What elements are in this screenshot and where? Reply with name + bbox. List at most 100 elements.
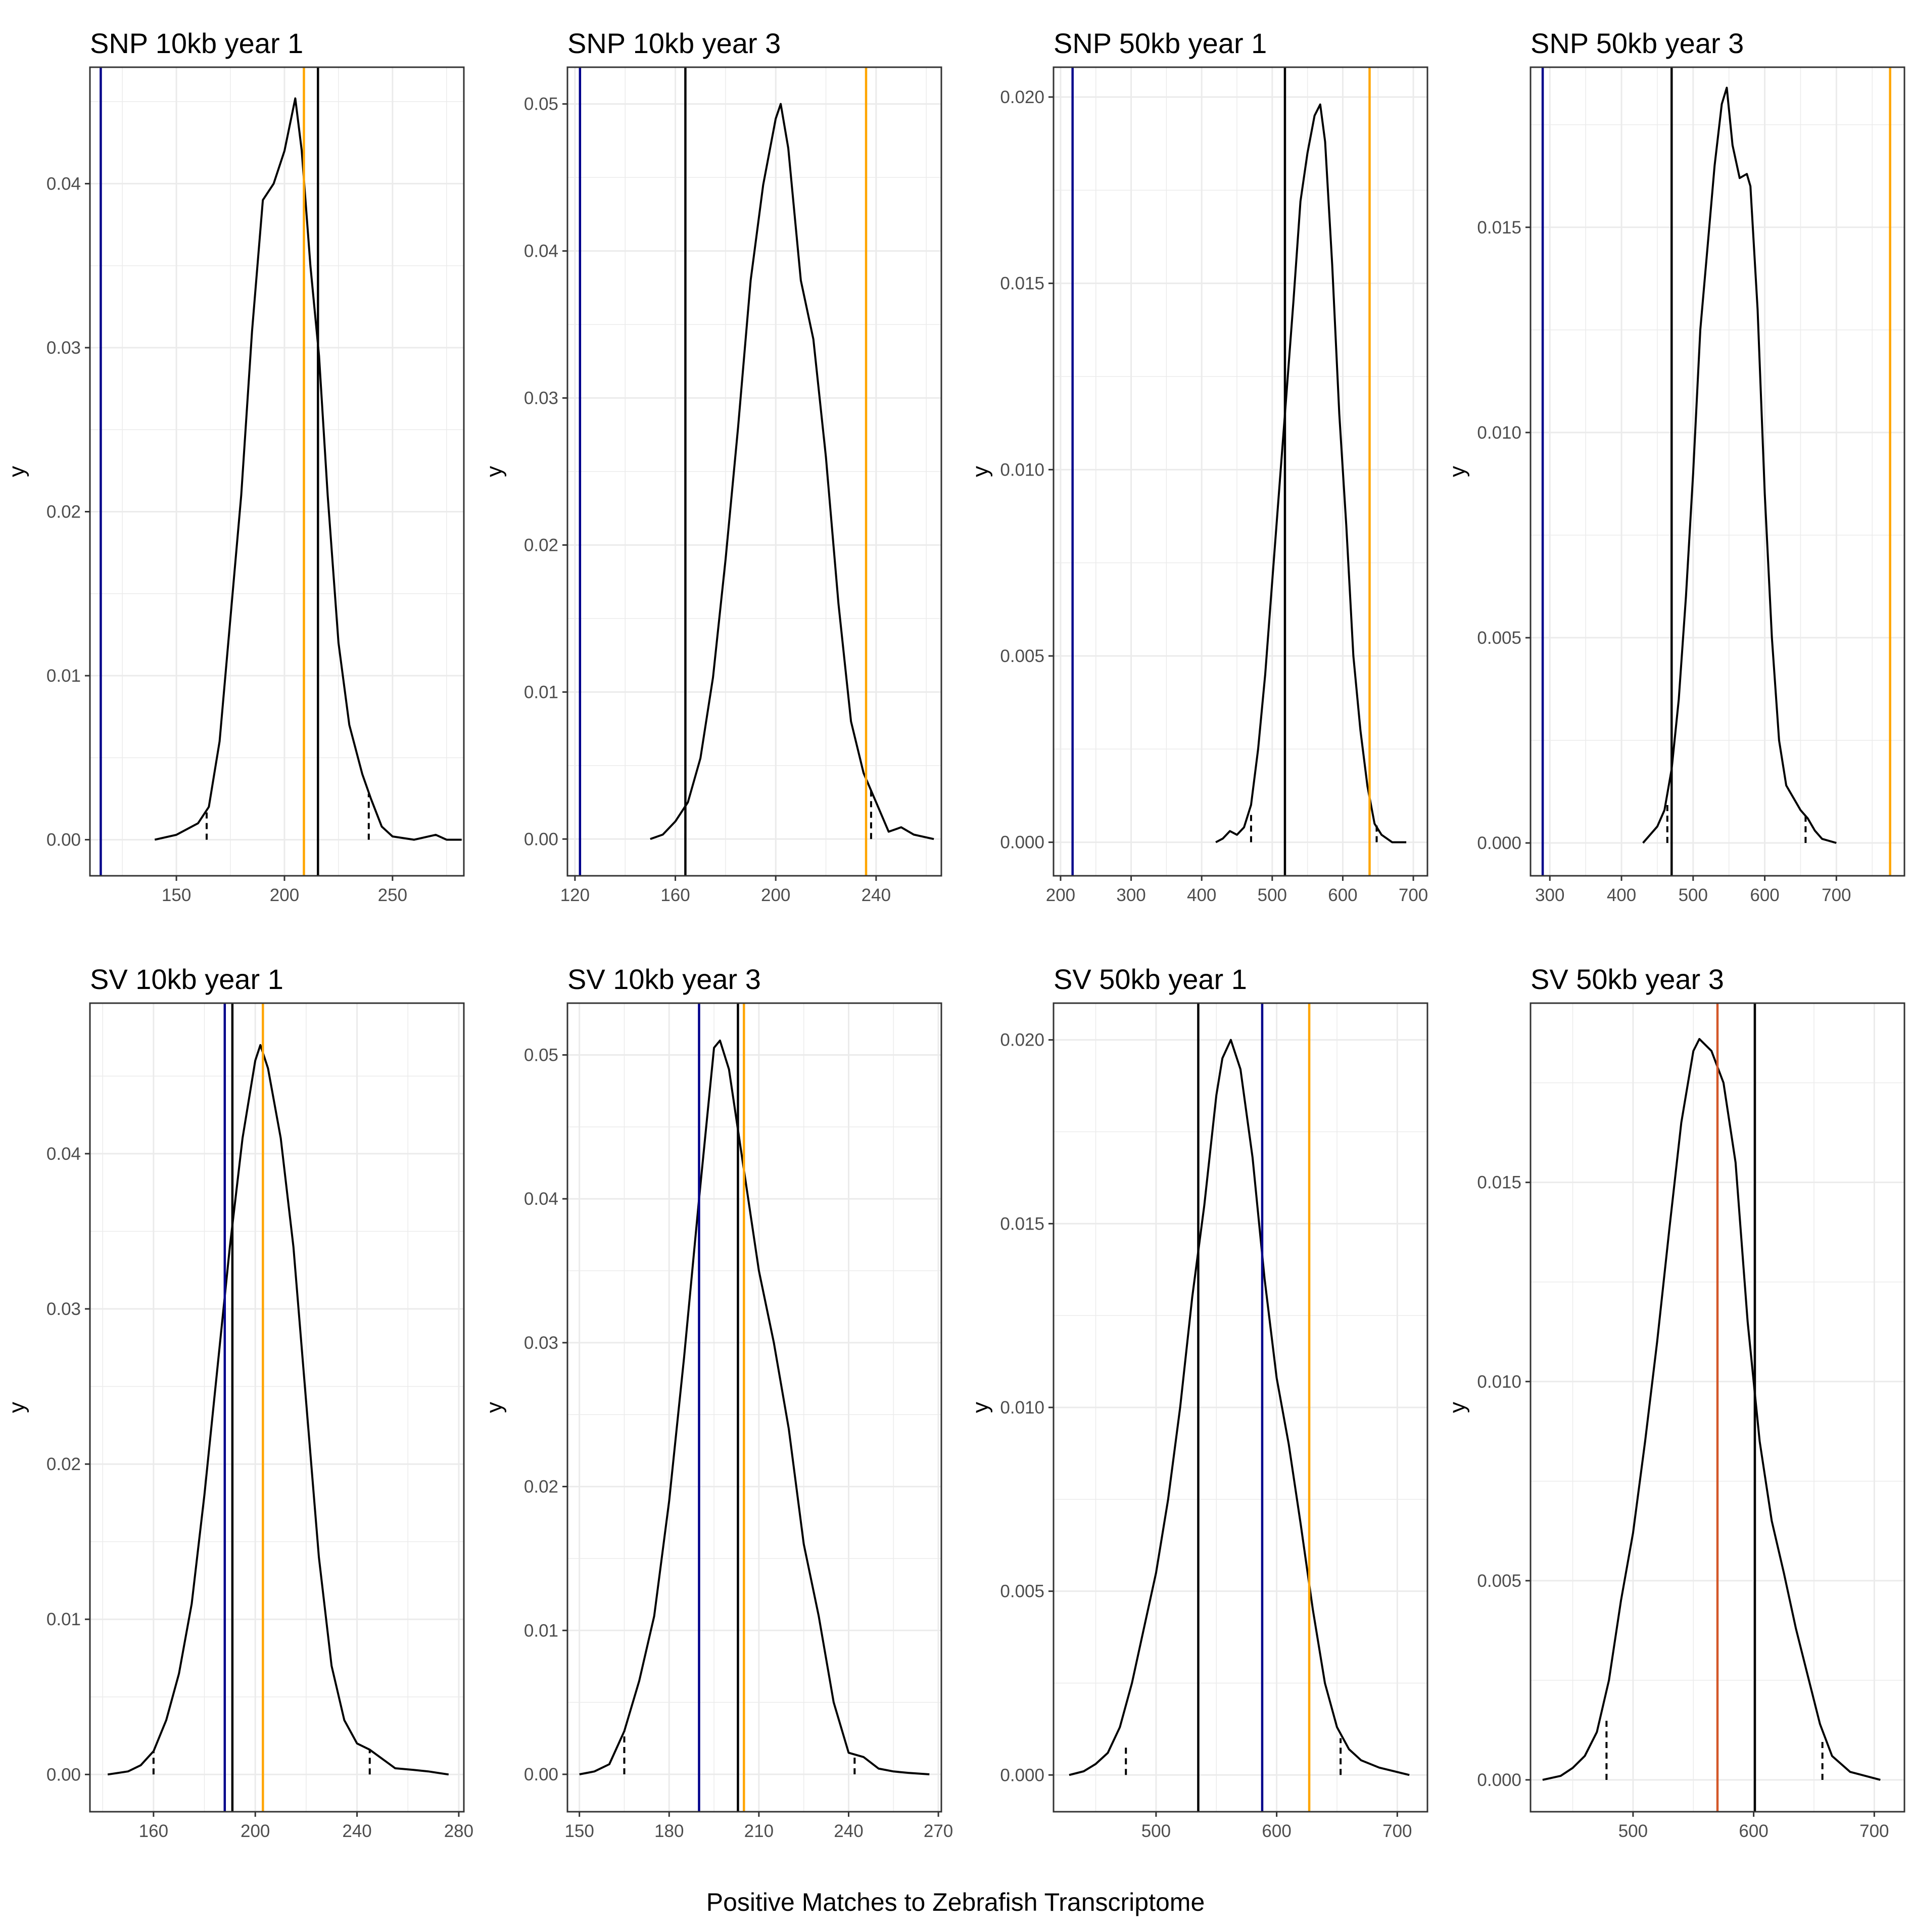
x-tick-label: 700: [1399, 885, 1428, 905]
x-tick-label: 160: [139, 1821, 168, 1841]
panel-title: SV 10kb year 1: [90, 963, 283, 995]
x-tick-label: 500: [1618, 1821, 1648, 1841]
panel-border: [566, 1002, 942, 1813]
y-tick-label: 0.000: [1477, 1770, 1521, 1790]
x-tick-label: 300: [1116, 885, 1145, 905]
panel-title: SV 50kb year 1: [1054, 963, 1247, 995]
plot-area: [1542, 1003, 1881, 1812]
y-tick-label: 0.005: [1000, 1582, 1044, 1601]
panel-title: SV 10kb year 3: [567, 963, 761, 995]
y-tick-label: 0.02: [46, 502, 81, 522]
y-tick-label: 0.00: [46, 830, 81, 850]
y-tick-label: 0.01: [46, 666, 81, 686]
y-tick-label: 0.020: [1000, 87, 1044, 107]
y-tick-label: 0.00: [524, 1765, 558, 1784]
y-tick-label: 0.015: [1477, 1173, 1521, 1193]
y-axis-title: y: [482, 466, 507, 477]
y-tick-label: 0.000: [1477, 833, 1521, 853]
y-tick-label: 0.005: [1477, 1571, 1521, 1591]
x-tick-label: 300: [1535, 885, 1564, 905]
y-tick-label: 0.05: [524, 95, 558, 114]
x-tick-label: 400: [1607, 885, 1636, 905]
y-axis-title: y: [5, 466, 29, 477]
y-axis-title: y: [1445, 466, 1470, 477]
x-tick-label: 150: [162, 885, 191, 905]
y-tick-label: 0.005: [1000, 646, 1044, 666]
panel-background: [90, 1003, 464, 1812]
panel-2: SNP 10kb year 3 0.00 0.01 0.02 0.03 0.04 0.05 1…: [482, 27, 942, 905]
panel-border: [89, 66, 465, 877]
y-tick-label: 0.010: [1000, 460, 1044, 480]
y-tick-label: 0.00: [524, 829, 558, 849]
x-tick-label: 200: [241, 1821, 270, 1841]
x-tick-label: 500: [1258, 885, 1287, 905]
density-curve: [1069, 1039, 1410, 1776]
panel-title: SV 50kb year 3: [1531, 963, 1724, 995]
plot-area: [579, 67, 934, 876]
y-tick-label: 0.02: [524, 1477, 558, 1497]
y-tick-label: 0.04: [524, 242, 558, 261]
density-curve: [1542, 1038, 1881, 1781]
panel-border: [566, 66, 942, 877]
x-tick-label: 600: [1262, 1821, 1291, 1841]
y-tick-label: 0.010: [1477, 423, 1521, 443]
density-curve: [107, 1044, 449, 1776]
y-tick-label: 0.010: [1477, 1372, 1521, 1392]
x-tick-label: 700: [1382, 1821, 1412, 1841]
y-tick-label: 0.03: [46, 338, 81, 358]
y-tick-label: 0.015: [1000, 1214, 1044, 1234]
y-tick-label: 0.000: [1000, 1765, 1044, 1785]
y-tick-label: 0.015: [1000, 274, 1044, 294]
density-curve: [1642, 86, 1837, 844]
panel-8: SV 50kb year 3 0.000 0.005 0.010 0.015 500 600…: [1445, 963, 1905, 1841]
x-tick-label: 400: [1187, 885, 1216, 905]
y-axis-title: y: [5, 1402, 29, 1413]
density-curve: [650, 103, 934, 840]
panel-7: SV 50kb year 1 0.000 0.005 0.010 0.015 0.020 5…: [968, 963, 1428, 1841]
x-tick-label: 210: [744, 1821, 774, 1841]
plot-area: [1541, 67, 1891, 876]
panel-border: [89, 1002, 465, 1813]
y-tick-label: 0.005: [1477, 628, 1521, 648]
panel-5: SV 10kb year 1 0.00 0.01 0.02 0.03 0.04 160 200…: [5, 963, 473, 1841]
x-tick-label: 500: [1141, 1821, 1171, 1841]
panel-3: SNP 50kb year 1 0.000 0.005 0.010 0.015 0.020…: [968, 27, 1428, 905]
y-tick-label: 0.01: [46, 1610, 81, 1629]
y-tick-label: 0.010: [1000, 1398, 1044, 1418]
x-tick-label: 160: [660, 885, 690, 905]
x-tick-label: 150: [564, 1821, 594, 1841]
y-tick-label: 0.04: [524, 1189, 558, 1209]
plot-area: [1071, 67, 1407, 876]
y-tick-label: 0.000: [1000, 833, 1044, 853]
plot-area: [107, 1003, 449, 1812]
panel-background: [1054, 67, 1427, 876]
y-tick-label: 0.03: [524, 389, 558, 408]
panel-title: SNP 10kb year 1: [90, 27, 303, 59]
plot-area: [579, 1003, 930, 1812]
x-axis-title: Positive Matches to Zebrafish Transcript…: [706, 1888, 1205, 1916]
panel-background: [90, 67, 464, 876]
plot-area: [100, 67, 462, 876]
panel-background: [567, 1003, 941, 1812]
x-tick-label: 700: [1859, 1821, 1889, 1841]
x-tick-label: 700: [1822, 885, 1851, 905]
y-axis-title: y: [968, 1402, 993, 1413]
x-tick-label: 280: [444, 1821, 473, 1841]
y-tick-label: 0.02: [46, 1454, 81, 1474]
y-tick-label: 0.04: [46, 174, 81, 194]
y-axis-title: y: [482, 1402, 507, 1413]
x-tick-label: 120: [560, 885, 590, 905]
y-tick-label: 0.015: [1477, 218, 1521, 238]
x-tick-label: 240: [342, 1821, 371, 1841]
y-axis-title: y: [1445, 1402, 1470, 1413]
x-tick-label: 600: [1328, 885, 1357, 905]
panel-background: [1531, 67, 1904, 876]
x-tick-label: 200: [761, 885, 790, 905]
x-tick-label: 240: [834, 1821, 863, 1841]
x-tick-label: 270: [924, 1821, 953, 1841]
x-tick-label: 500: [1679, 885, 1708, 905]
x-tick-label: 600: [1750, 885, 1779, 905]
density-curve: [154, 97, 462, 841]
y-tick-label: 0.05: [524, 1045, 558, 1065]
